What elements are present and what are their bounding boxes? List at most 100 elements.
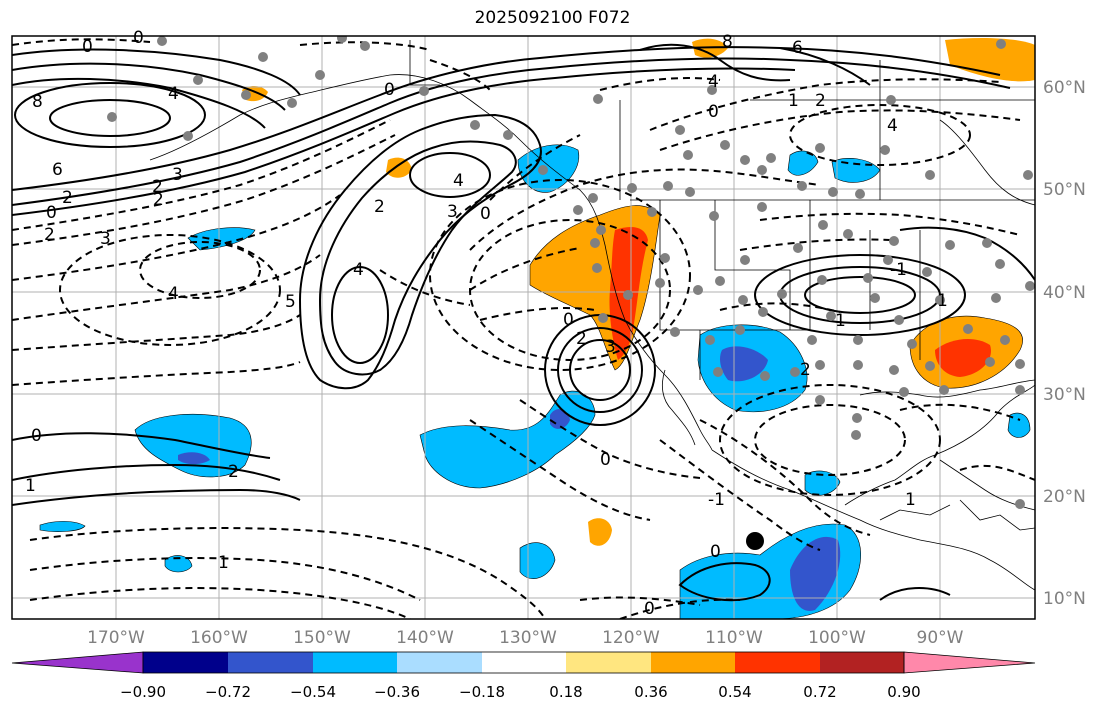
contour-label: 0	[384, 80, 395, 100]
contour-label: 0	[563, 310, 574, 330]
colorbar-tick: 0.36	[634, 683, 667, 701]
fill-blue-small-sw	[164, 555, 193, 573]
lon-label: 120°W	[602, 628, 660, 648]
contour-label: 0	[600, 450, 611, 470]
contour-label: 3	[605, 337, 616, 357]
lon-label: 160°W	[190, 628, 248, 648]
contour-label: 4	[168, 84, 179, 104]
lon-label: 170°W	[87, 628, 145, 648]
lat-label: 60°N	[1043, 78, 1086, 98]
lat-label: 40°N	[1043, 283, 1086, 303]
colorbar-segment	[820, 652, 904, 673]
lon-labels: 170°W 160°W 150°W 140°W 130°W 120°W 110°…	[87, 628, 964, 648]
fill-darkblue-sw-us	[720, 346, 768, 382]
lat-label: 50°N	[1043, 180, 1086, 200]
colorbar-tick: −0.54	[290, 683, 336, 701]
colorbar-tick: 0.72	[803, 683, 836, 701]
lat-label: 10°N	[1043, 589, 1086, 609]
contour-label: 3	[100, 229, 111, 249]
contour-label: 1	[788, 91, 799, 111]
solid-contours	[12, 43, 1035, 602]
contour-label: 1	[25, 476, 36, 496]
colorbar-segment	[566, 652, 651, 673]
fill-darkblue-pacific	[178, 452, 210, 465]
colorbar-segment	[143, 652, 228, 673]
fill-blue-mid-pacific	[519, 542, 556, 579]
contour-label: -1	[890, 260, 907, 280]
contour-label: 2	[374, 197, 385, 217]
contour-label: 2	[152, 177, 163, 197]
fill-blue-lowerleft	[39, 521, 86, 532]
contour-label: 2	[576, 329, 587, 349]
contour-label: 8	[32, 92, 43, 112]
fill-orange-small2	[588, 518, 612, 546]
contour-label: 2	[62, 188, 73, 208]
colorbar	[11, 651, 1036, 674]
fill-orange-small1	[386, 157, 412, 178]
contour-label: 4	[168, 284, 179, 304]
contour-label: 2	[44, 225, 55, 245]
contour-label: 4	[887, 116, 898, 136]
contour-label: 1	[218, 553, 229, 573]
contour-label: 0	[710, 542, 721, 562]
fill-blue-gulf-small	[1007, 412, 1031, 438]
contour-label: 1	[937, 291, 948, 311]
contour-label: 4	[708, 72, 719, 92]
contour-label: 2	[815, 91, 826, 111]
contour-label: 3	[447, 202, 458, 222]
lon-label: 100°W	[808, 628, 866, 648]
lon-label: 110°W	[705, 628, 763, 648]
contour-label: 8	[722, 32, 733, 52]
colorbar-segment	[313, 652, 397, 673]
colorbar-segment	[397, 652, 482, 673]
contour-label: 4	[453, 171, 464, 191]
lon-label: 140°W	[396, 628, 454, 648]
colorbar-tick: −0.72	[205, 683, 251, 701]
colorbar-tick: 0.54	[718, 683, 751, 701]
contour-label: -1	[708, 490, 725, 510]
colorbar-extend-right	[903, 651, 1036, 674]
map-frame	[11, 35, 1036, 620]
contour-label: 1	[835, 311, 846, 331]
fill-blue-pacific1	[187, 227, 256, 251]
contour-label: 4	[353, 260, 364, 280]
colorbar-segment	[651, 652, 735, 673]
contour-label: 0	[82, 37, 93, 57]
colorbar-segment	[482, 652, 566, 673]
contour-label-group: 0 0 8 4 6 2 3 2 0 2 3 4 5 4 2 3 0 2 0 6 …	[25, 28, 948, 619]
colorbar-tick-labels: −0.90 −0.72 −0.54 −0.36 −0.18 0.18 0.36 …	[120, 683, 921, 701]
contour-label: 2	[153, 190, 164, 210]
contour-label: 6	[52, 160, 63, 180]
contour-label: 2	[800, 360, 811, 380]
fill-red-gulf	[935, 338, 991, 377]
lon-label: 130°W	[499, 628, 557, 648]
colorbar-tick: −0.36	[374, 683, 420, 701]
colorbar-tick: −0.18	[459, 683, 505, 701]
shaded-fields	[39, 37, 1035, 619]
colorbar-tick: −0.90	[120, 683, 166, 701]
colorbar-tick: 0.90	[887, 683, 920, 701]
figure-title: 2025092100 F072	[474, 8, 631, 28]
colorbar-tick: 0.18	[549, 683, 582, 701]
station-points	[107, 36, 1035, 509]
contour-label: 0	[133, 28, 144, 48]
colorbar-segment	[735, 652, 820, 673]
storm-center-marker	[746, 532, 764, 550]
fill-blue-midwest	[787, 150, 819, 176]
fill-darkblue-epac	[790, 536, 841, 611]
fill-blue-mexico	[804, 470, 841, 496]
contour-label: 0	[708, 102, 719, 122]
contour-label: 1	[905, 490, 916, 510]
lat-label: 30°N	[1043, 385, 1086, 405]
contour-label: 0	[644, 599, 655, 619]
gridlines	[12, 36, 1035, 619]
contour-label: 0	[46, 203, 57, 223]
contour-label: 2	[228, 462, 239, 482]
colorbar-segment	[228, 652, 313, 673]
contour-label: 0	[480, 204, 491, 224]
lat-label: 20°N	[1043, 487, 1086, 507]
lon-label: 90°W	[917, 628, 964, 648]
dashed-contours	[12, 38, 1035, 619]
